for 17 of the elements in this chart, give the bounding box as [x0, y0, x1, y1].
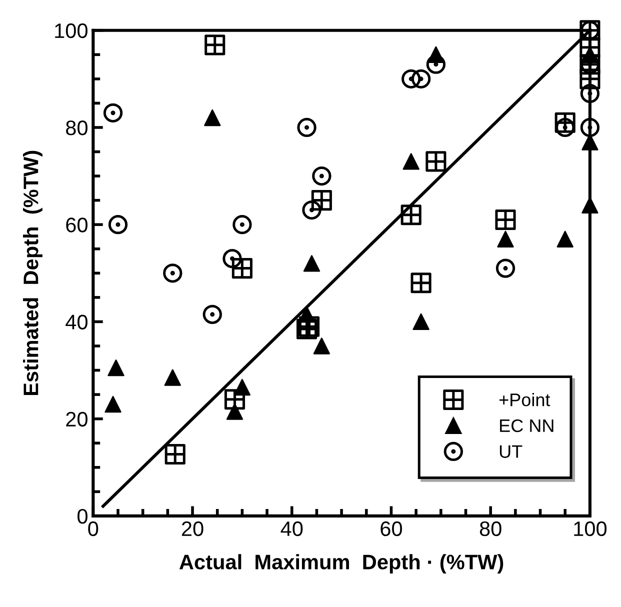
x-axis-title: Actual Maximum Depth · (%TW) [179, 554, 504, 574]
x-tick-label: 20 [182, 521, 204, 536]
legend-label: UT [500, 445, 522, 458]
legend-label: EC NN [500, 419, 554, 432]
legend-label: +Point [499, 392, 550, 406]
y-tick-label: 100 [55, 23, 88, 38]
y-tick-label: 40 [66, 314, 88, 330]
x-tick-label: 100 [574, 521, 607, 536]
x-tick-label: 60 [380, 521, 402, 536]
y-tick-label: 80 [66, 120, 88, 136]
y-tick-label: 0 [78, 508, 88, 524]
y-axis-title: Estimated Depth (%TW) [23, 150, 42, 396]
y-tick-label: 20 [66, 412, 88, 427]
y-tick-label: 60 [66, 218, 88, 232]
x-tick-label: 0 [88, 521, 98, 536]
x-tick-label: 80 [480, 521, 502, 536]
x-tick-label: 40 [280, 521, 303, 536]
